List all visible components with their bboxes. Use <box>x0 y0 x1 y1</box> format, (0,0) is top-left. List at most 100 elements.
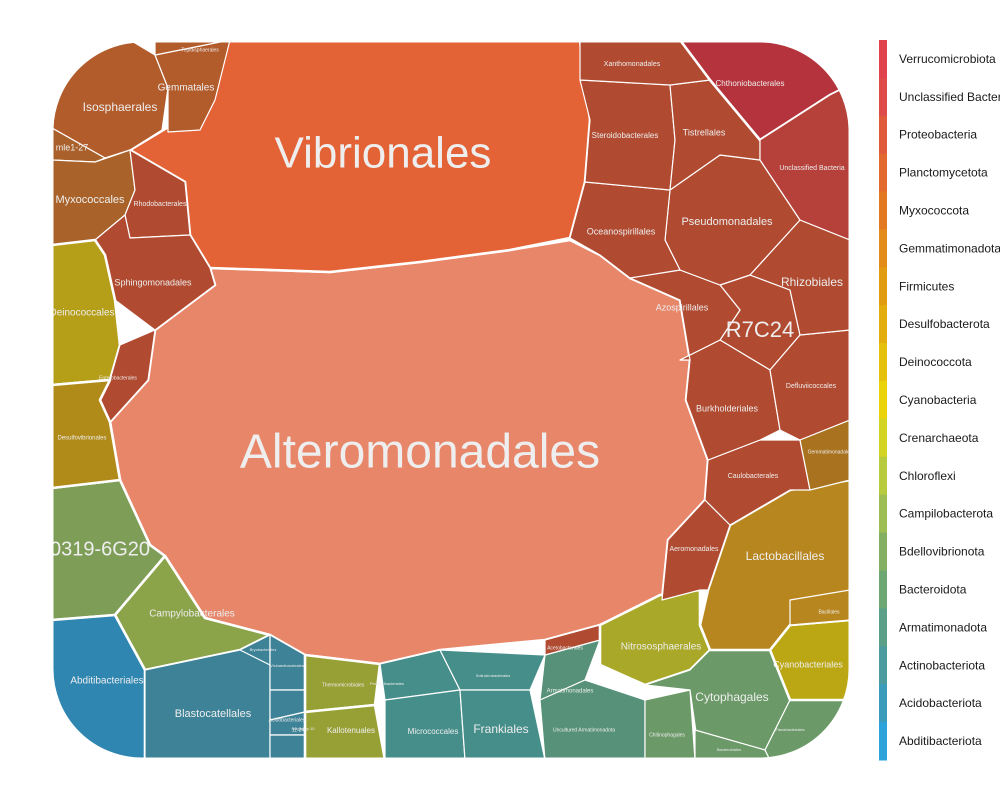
cell-label-vibrionales: Vibrionales <box>275 129 492 178</box>
legend-label-myxococcota: Myxococcota <box>899 204 969 218</box>
legend-label-abditibacteriota: Abditibacteriota <box>899 734 982 748</box>
legend-swatch-gemmatimonadota <box>879 229 887 268</box>
legend-swatch-myxococcota <box>879 191 887 230</box>
cell-label-acetobacterales: Acetobacterales <box>547 645 583 651</box>
cell-label-frankiales: Frankiales <box>473 722 528 736</box>
cell-label-desulfovibrionales: Desulfovibrionales <box>57 436 106 442</box>
cell-label-steroidobacterales: Steroidobacterales <box>592 131 659 140</box>
cell-label-enterobacterales: Enterobacterales <box>99 375 137 381</box>
cell-label-pseudomonadales: Pseudomonadales <box>681 216 773 228</box>
cell-label-bacillales: Bacillales <box>818 609 840 615</box>
legend-label-unclassified-bacteria: Unclassified Bacteria <box>899 90 1000 104</box>
cell-label-campylobacterales: Campylobacterales <box>149 609 235 620</box>
legend-swatch-bacteroidota <box>879 570 887 609</box>
legend-label-proteobacteria: Proteobacteria <box>899 128 977 142</box>
legend-label-bdellovibrionota: Bdellovibrionota <box>899 545 985 559</box>
cell-label-subgroup-10: Subgroup 10 <box>292 726 316 731</box>
legend-swatch-crenarchaeota <box>879 418 887 458</box>
cell-label-gemmatimonadales: Gemmatimonadales <box>808 449 853 455</box>
cell-label-unclassified-bacteria: Unclassified Bacteria <box>779 165 844 172</box>
cell-label-burkholderiales: Burkholderiales <box>696 403 759 413</box>
cell-label-azospirillales: Azospirillales <box>656 302 709 312</box>
cell-label-lactobacillales: Lactobacillales <box>746 549 825 563</box>
cell-label-alteromonadales: Alteromonadales <box>240 426 600 479</box>
legend-label-desulfobacterota: Desulfobacterota <box>899 317 990 331</box>
cell-label-chthoniobacterales: Chthoniobacterales <box>716 79 785 88</box>
legend-swatch-planctomycetota <box>879 153 887 193</box>
legend-swatch-unclassified-bacteria <box>879 77 887 117</box>
legend-swatch-deinococcota <box>879 343 887 382</box>
cell-label-nitrososphaerales: Nitrososphaerales <box>621 642 702 653</box>
cell-label-bacteroidales: Bacteroidales <box>717 747 741 752</box>
cell-label-defluviicoccales: Defluviicoccales <box>786 383 837 390</box>
legend-label-gemmatimonadota: Gemmatimonadota <box>899 241 1000 255</box>
cell-label-bryobacterales: Bryobacterales <box>250 647 277 652</box>
cell-label-kallotenuales: Kallotenuales <box>327 726 375 735</box>
legend-label-armatimonadota: Armatimonadota <box>899 620 987 634</box>
cell-label-rhodobacterales: Rhodobacterales <box>134 201 187 208</box>
legend-swatch-actinobacteriota <box>879 646 887 685</box>
legend-label-cyanobacteria: Cyanobacteria <box>899 393 977 407</box>
cell-label-propionibacteriales: Propionibacteriales <box>370 681 404 686</box>
cell-label-cyanobacteriales: Cyanobacteriales <box>773 659 843 669</box>
treemap-border <box>50 39 852 761</box>
cell-gemmatales <box>154 41 231 133</box>
cell-label-11-24: 11-24 <box>292 727 305 733</box>
cell-unclassified-bacteria <box>759 84 850 241</box>
cell-gemmatimonadales <box>799 419 850 491</box>
cell-chitinophagales <box>644 689 696 759</box>
cell-label-solirubrobacterales: Solirubrobacterales <box>476 673 510 678</box>
cell-label-tistrellales: Tistrellales <box>683 127 726 137</box>
cell-label-gemmatales: Gemmatales <box>158 83 215 94</box>
cell-tepidisphaerales <box>154 41 231 56</box>
cell-label-caulobacterales: Caulobacterales <box>728 473 779 480</box>
cell-label-abditibacteriales: Abditibacteriales <box>70 676 143 687</box>
cell-label-xanthomonadales: Xanthomonadales <box>604 61 661 68</box>
legend-swatch-firmicutes <box>879 267 887 306</box>
legend-swatch-abditibacteriota <box>879 722 887 761</box>
legend: Verrucomicrobiota Unclassified Bacteria Pr… <box>879 40 1000 761</box>
cell-label-uncultured-armatimonadota: Uncultured Armatimonadota <box>553 727 615 733</box>
legend-swatch-desulfobacterota <box>879 305 887 344</box>
cell-label-r7c24: R7C24 <box>726 317 794 342</box>
legend-label-crenarchaeota: Crenarchaeota <box>899 431 979 445</box>
cell-burkholderiales <box>679 339 781 461</box>
cell-label-flavobacteriales: Flavobacteriales <box>775 727 804 732</box>
legend-label-actinobacteriota: Actinobacteriota <box>899 658 985 672</box>
legend-label-deinococcota: Deinococcota <box>899 355 972 369</box>
cell-label-chitinophagales: Chitinophagales <box>649 732 685 738</box>
cell-bacillales <box>789 589 850 626</box>
cell-oceanospirillales <box>569 181 681 279</box>
cell-label-micrococcales: Micrococcales <box>408 727 459 736</box>
legend-swatch-cyanobacteria <box>879 381 887 420</box>
cell-11-24 <box>269 734 306 759</box>
cell-label-myxococcales: Myxococcales <box>55 194 125 206</box>
cell-label-thermomicrobiales: Thermomicrobiales <box>322 682 365 688</box>
cell-label-vicinamibacterales: Vicinamibacterales <box>270 663 304 668</box>
cell-label-oceanospirillales: Oceanospirillales <box>587 226 656 236</box>
legend-label-campilobacterota: Campilobacterota <box>899 507 993 521</box>
cell-desulfovibrionales <box>52 378 122 490</box>
legend-label-acidobacteriota: Acidobacteriota <box>899 696 982 710</box>
legend-swatch-proteobacteria <box>879 115 887 155</box>
legend-swatch-verrucomicrobiota <box>879 40 887 79</box>
legend-swatch-armatimonadota <box>879 608 887 647</box>
cell-bacteroidales <box>694 729 771 759</box>
cell-label-sphingomonadales: Sphingomonadales <box>114 277 192 287</box>
legend-label-chloroflexi: Chloroflexi <box>899 469 956 483</box>
cell-label-0319-6g20: 0319-6G20 <box>50 538 150 560</box>
cell-label-rhizobiales: Rhizobiales <box>781 275 843 289</box>
cell-label-isosphaerales: Isosphaerales <box>83 100 158 114</box>
legend-label-verrucomicrobiota: Verrucomicrobiota <box>899 52 996 66</box>
legend-swatch-campilobacterota <box>879 494 887 534</box>
legend-label-bacteroidota: Bacteroidota <box>899 582 967 596</box>
legend-swatch-acidobacteriota <box>879 684 887 723</box>
cell-label-acidobacteriales: Acidobacteriales <box>269 717 306 723</box>
cell-label-mle1-27: mle1-27 <box>56 142 89 152</box>
cell-xanthomonadales <box>579 41 711 86</box>
cell-label-deinococcales: Deinococcales <box>49 308 114 319</box>
legend-label-firmicutes: Firmicutes <box>899 279 954 293</box>
legend-swatch-bdellovibrionota <box>879 532 887 572</box>
cell-label-blastocatellales: Blastocatellales <box>175 708 252 720</box>
